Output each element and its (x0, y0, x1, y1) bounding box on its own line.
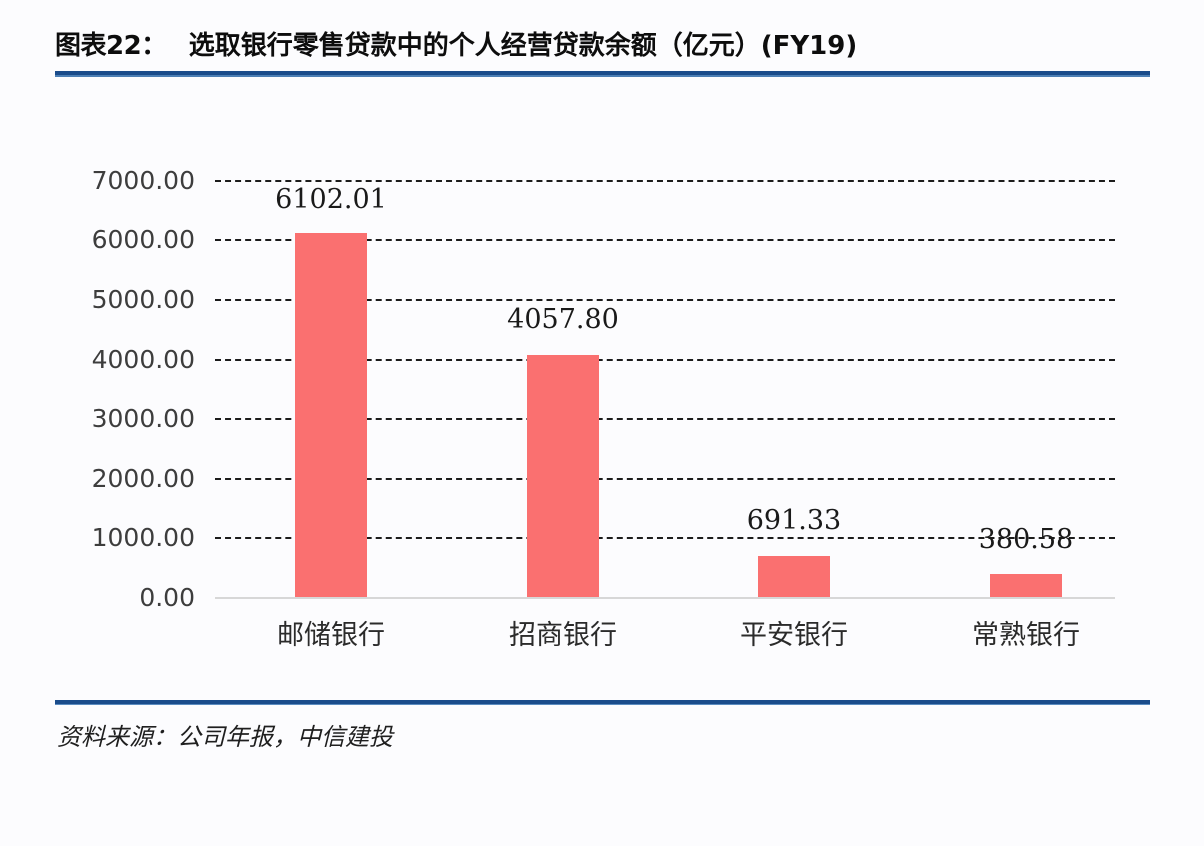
chart-plot-area: 7000.00 6000.00 5000.00 4000.00 3000.00 … (91, 166, 1115, 651)
gridline-3000 (215, 418, 1115, 420)
y-tick-label-3000: 3000.00 (91, 404, 195, 433)
gridline-5000 (215, 299, 1115, 301)
bar-zhaoshang-bank[interactable] (527, 355, 599, 597)
y-tick-label-6000: 6000.00 (91, 225, 195, 254)
y-tick-label-1000: 1000.00 (91, 523, 195, 552)
bar-pingan-bank[interactable] (758, 556, 830, 597)
bar-value-label-changshu: 380.58 (978, 524, 1074, 555)
gridline-axis-zero (215, 597, 1115, 599)
bar-changshu-bank[interactable] (990, 574, 1062, 597)
title-divider-rule (55, 71, 1150, 77)
bar-youchu-bank[interactable] (295, 233, 367, 597)
source-divider-rule (55, 700, 1150, 705)
gridline-4000 (215, 359, 1115, 361)
x-category-label-zhaoshang: 招商银行 (509, 620, 617, 651)
y-tick-label-0: 0.00 (139, 583, 195, 612)
bar-value-label-youchu: 6102.01 (275, 184, 387, 215)
y-tick-label-5000: 5000.00 (91, 285, 195, 314)
y-tick-label-2000: 2000.00 (91, 464, 195, 493)
gridline-6000 (215, 239, 1115, 241)
figure-title: 图表22： 选取银行零售贷款中的个人经营贷款余额（亿元）(FY19) (55, 26, 1155, 66)
bar-value-label-zhaoshang: 4057.80 (507, 304, 619, 335)
y-tick-label-7000: 7000.00 (91, 166, 195, 195)
figure-number: 图表22： (55, 31, 167, 61)
gridline-7000 (215, 180, 1115, 182)
figure-title-text: 选取银行零售贷款中的个人经营贷款余额（亿元）(FY19) (188, 31, 858, 61)
gridline-1000 (215, 537, 1115, 539)
x-category-label-youchu: 邮储银行 (277, 620, 385, 651)
source-note: 资料来源：公司年报，中信建投 (57, 723, 393, 751)
gridline-2000 (215, 478, 1115, 480)
bar-value-label-pingan: 691.33 (746, 505, 842, 536)
y-tick-label-4000: 4000.00 (91, 345, 195, 374)
x-category-label-changshu: 常熟银行 (972, 620, 1080, 651)
x-category-label-pingan: 平安银行 (740, 620, 848, 651)
